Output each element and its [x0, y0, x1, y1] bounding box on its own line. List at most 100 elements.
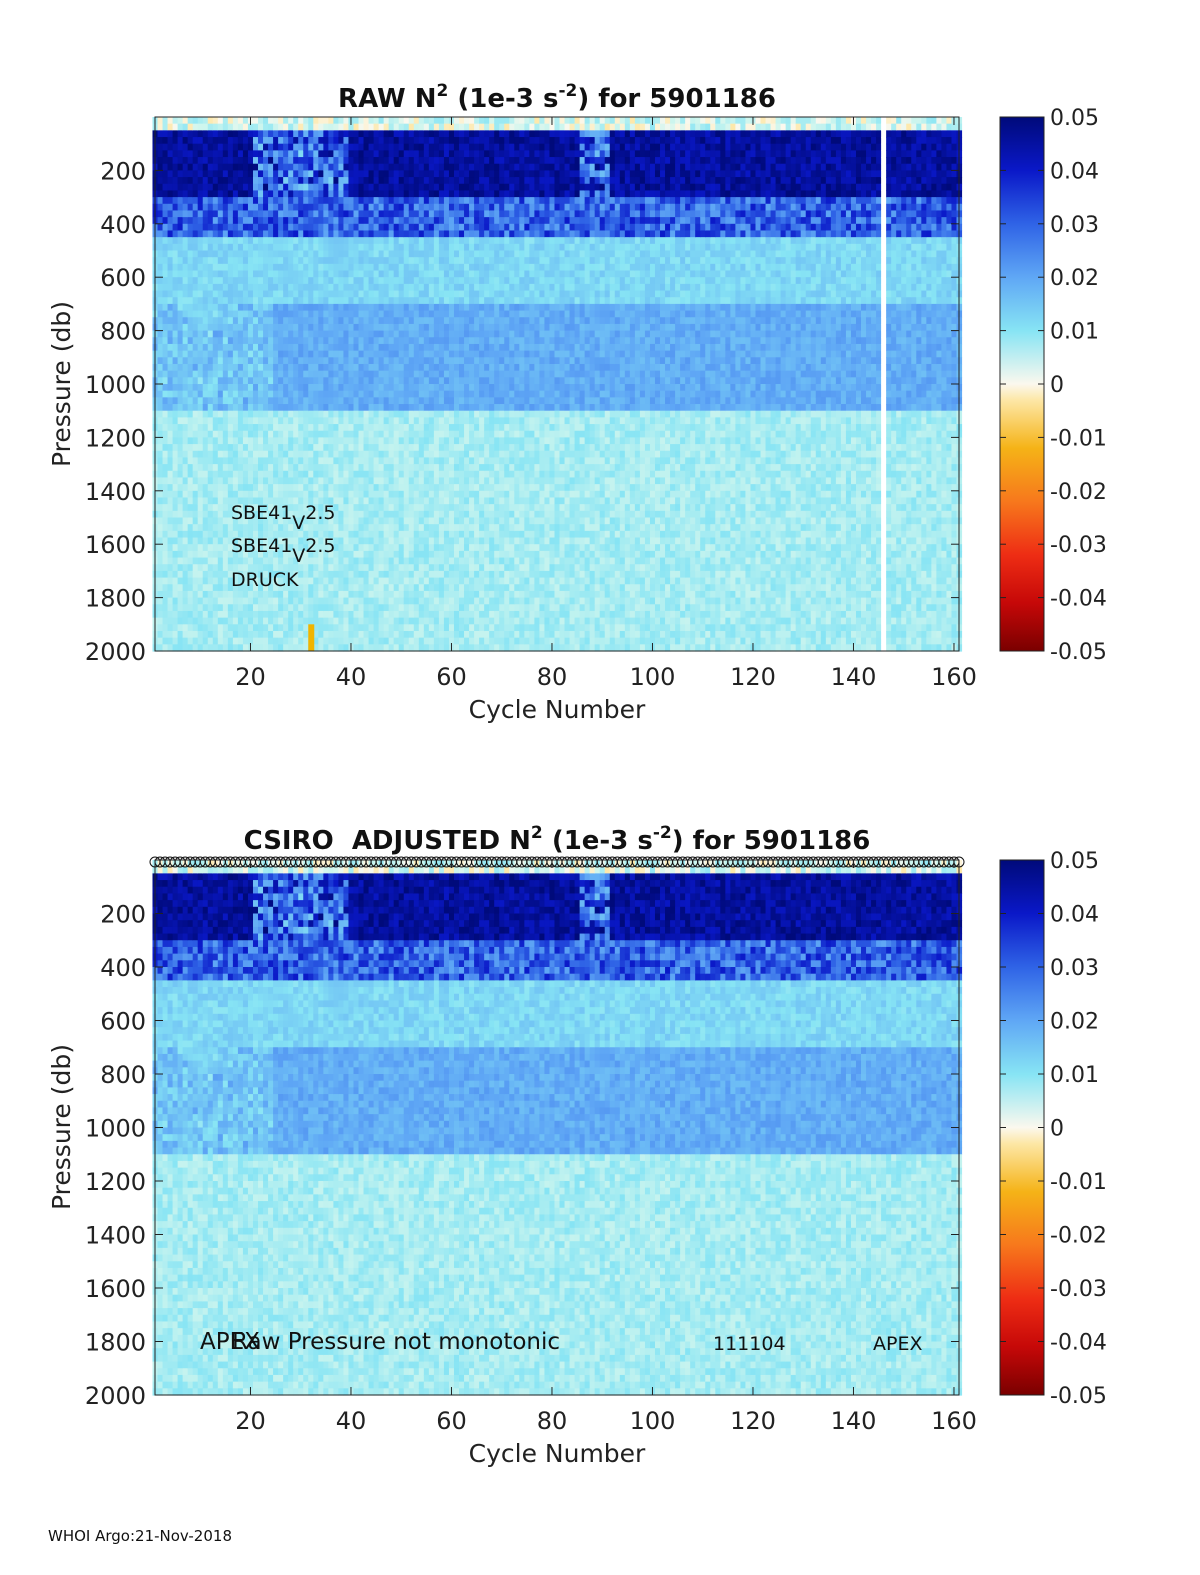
heatmap-cell [233, 431, 239, 438]
heatmap-cell [253, 344, 259, 351]
heatmap-cell [318, 170, 324, 177]
heatmap-cell [233, 457, 239, 464]
heatmap-cell [369, 177, 375, 184]
heatmap-cell [328, 558, 334, 565]
heatmap-cell [308, 604, 314, 611]
heatmap-cell [308, 331, 314, 338]
heatmap-cell [243, 384, 249, 391]
heatmap-cell [409, 551, 415, 558]
heatmap-cell [253, 451, 259, 458]
heatmap-cell [303, 371, 309, 378]
heatmap-cell [389, 497, 395, 504]
heatmap-cell [364, 277, 370, 284]
heatmap-cell [323, 244, 329, 251]
heatmap-cell [394, 311, 400, 318]
heatmap-cell [208, 604, 214, 611]
heatmap-cell [288, 271, 294, 278]
heatmap-cell [323, 571, 329, 578]
heatmap-cell [323, 431, 329, 438]
heatmap-cell [298, 117, 304, 124]
heatmap-cell [208, 244, 214, 251]
heatmap-cell [283, 591, 289, 598]
heatmap-cell [253, 411, 259, 418]
heatmap-cell [333, 130, 339, 137]
heatmap-cell [323, 618, 329, 625]
heatmap-cell [384, 504, 390, 511]
heatmap-cell [318, 638, 324, 645]
heatmap-cell [399, 264, 405, 271]
heatmap-cell [328, 377, 334, 384]
heatmap-cell [168, 638, 174, 645]
heatmap-cell [379, 477, 385, 484]
heatmap-cell [374, 210, 380, 217]
heatmap-cell [223, 344, 229, 351]
heatmap-cell [328, 157, 334, 164]
heatmap-cell [374, 584, 380, 591]
heatmap-cell [263, 177, 269, 184]
heatmap-cell [238, 457, 244, 464]
heatmap-cell [399, 497, 405, 504]
heatmap-cell [228, 437, 234, 444]
heatmap-cell [369, 144, 375, 151]
heatmap-cell [218, 164, 224, 171]
heatmap-cell [313, 284, 319, 291]
heatmap-cell [303, 384, 309, 391]
heatmap-cell [263, 184, 269, 191]
heatmap-cell [208, 491, 214, 498]
heatmap-cell [178, 584, 184, 591]
heatmap-cell [193, 177, 199, 184]
heatmap-cell [318, 391, 324, 398]
heatmap-cell [168, 217, 174, 224]
heatmap-cell [203, 384, 209, 391]
heatmap-cell [268, 251, 274, 258]
heatmap-cell [369, 210, 375, 217]
heatmap-cell [283, 237, 289, 244]
heatmap-cell [193, 377, 199, 384]
heatmap-cell [198, 638, 204, 645]
heatmap-cell [303, 424, 309, 431]
heatmap-cell [203, 157, 209, 164]
heatmap-cell [333, 457, 339, 464]
heatmap-cell [218, 157, 224, 164]
heatmap-cell [293, 357, 299, 364]
heatmap-cell [198, 184, 204, 191]
heatmap-cell [293, 137, 299, 144]
heatmap-cell [233, 164, 239, 171]
heatmap-cell [158, 531, 164, 538]
heatmap-cell [213, 291, 219, 298]
heatmap-cell [253, 624, 259, 631]
heatmap-cell [343, 210, 349, 217]
heatmap-cell [198, 337, 204, 344]
heatmap-cell [198, 291, 204, 298]
heatmap-cell [374, 331, 380, 338]
heatmap-cell [343, 190, 349, 197]
heatmap-cell [203, 457, 209, 464]
heatmap-cell [173, 230, 179, 237]
heatmap-cell [258, 624, 264, 631]
heatmap-cell [389, 271, 395, 278]
heatmap-cell [253, 424, 259, 431]
heatmap-cell [223, 284, 229, 291]
heatmap-cell [268, 431, 274, 438]
heatmap-cell [253, 491, 259, 498]
heatmap-cell [364, 544, 370, 551]
heatmap-cell [183, 484, 189, 491]
heatmap-cell [188, 237, 194, 244]
heatmap-cell [193, 371, 199, 378]
heatmap-cell [379, 384, 385, 391]
heatmap-cell [193, 184, 199, 191]
heatmap-cell [379, 471, 385, 478]
heatmap-cell [404, 331, 410, 338]
heatmap-cell [183, 230, 189, 237]
heatmap-cell [374, 618, 380, 625]
heatmap-cell [213, 524, 219, 531]
heatmap-cell [379, 638, 385, 645]
heatmap-cell [243, 197, 249, 204]
heatmap-cell [318, 524, 324, 531]
heatmap-cell [333, 230, 339, 237]
heatmap-cell [233, 271, 239, 278]
heatmap-cell [268, 284, 274, 291]
heatmap-cell [268, 638, 274, 645]
heatmap-cell [389, 150, 395, 157]
heatmap-cell [208, 384, 214, 391]
